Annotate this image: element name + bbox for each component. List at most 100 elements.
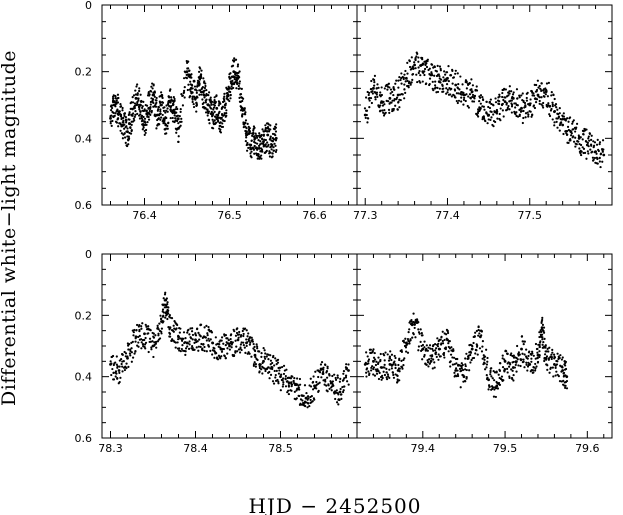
data-point [133, 119, 136, 122]
data-point [475, 329, 478, 333]
data-point [205, 339, 208, 342]
data-point [262, 133, 266, 136]
data-point [462, 103, 465, 106]
data-points [363, 312, 569, 399]
data-point [121, 106, 124, 110]
data-point [163, 117, 166, 121]
data-point [170, 98, 173, 101]
data-point [265, 355, 268, 358]
data-point [486, 356, 489, 360]
data-point [213, 99, 216, 102]
data-point [202, 101, 205, 104]
data-point [497, 381, 501, 385]
data-point [461, 83, 464, 86]
data-point [376, 83, 379, 86]
data-point [364, 96, 368, 99]
data-point [413, 326, 416, 330]
data-point [139, 110, 142, 113]
data-point [595, 152, 598, 155]
x-tick-label: 76.4 [132, 209, 157, 222]
data-point [485, 374, 488, 377]
data-point [187, 60, 190, 63]
data-point [442, 90, 445, 93]
data-point [501, 109, 504, 112]
data-point [191, 327, 194, 330]
data-point [144, 347, 147, 350]
data-point [308, 404, 311, 408]
data-point [404, 346, 408, 349]
data-point [171, 116, 174, 120]
data-point [477, 115, 480, 118]
data-point [554, 104, 557, 107]
data-point [209, 96, 212, 99]
data-point [172, 324, 175, 327]
data-point [123, 127, 126, 130]
data-point [548, 113, 551, 116]
data-point [451, 82, 454, 85]
data-point [416, 319, 419, 322]
data-point [449, 365, 452, 368]
data-point [124, 352, 128, 355]
data-point [420, 331, 423, 335]
data-point [274, 357, 277, 360]
data-point [461, 368, 465, 372]
data-point [435, 355, 438, 359]
data-point [256, 358, 259, 362]
data-point [388, 355, 392, 358]
data-point [393, 98, 396, 101]
data-point [597, 148, 600, 152]
data-point [387, 359, 391, 362]
data-point [131, 340, 134, 343]
data-point [538, 96, 541, 99]
data-point [465, 376, 468, 379]
data-point [452, 349, 455, 352]
data-point [127, 135, 130, 138]
data-point [270, 148, 273, 151]
data-point [423, 353, 426, 357]
data-point [159, 101, 162, 104]
data-point [177, 338, 180, 341]
data-point [262, 346, 265, 350]
data-point [287, 389, 290, 392]
data-point [253, 144, 256, 148]
data-point [507, 365, 511, 368]
data-point [572, 135, 575, 138]
data-point [481, 345, 484, 348]
data-point [134, 335, 138, 339]
data-point [413, 61, 416, 64]
data-point [144, 131, 147, 135]
data-point [258, 132, 261, 135]
data-point [503, 100, 507, 104]
data-point [564, 384, 567, 387]
data-point [269, 363, 272, 366]
data-point [152, 98, 155, 101]
data-point [121, 109, 124, 112]
data-point [276, 378, 279, 382]
data-point [447, 79, 450, 83]
data-point [415, 73, 418, 76]
data-point [572, 119, 575, 122]
data-point [545, 89, 548, 92]
data-point [157, 117, 160, 120]
data-point [506, 108, 509, 111]
data-point [406, 61, 409, 64]
data-point [527, 113, 530, 116]
data-point [495, 371, 498, 374]
data-point [252, 147, 255, 150]
data-point [109, 120, 112, 123]
data-point [212, 112, 215, 115]
data-point [428, 362, 431, 365]
data-point [450, 346, 453, 349]
data-point [511, 103, 514, 106]
data-point [187, 67, 190, 70]
data-point [132, 94, 136, 97]
data-point [235, 345, 238, 348]
data-point [252, 342, 255, 346]
data-point [342, 389, 345, 392]
data-point [411, 336, 414, 339]
data-point [263, 355, 266, 358]
data-point [558, 123, 561, 127]
data-point [447, 342, 450, 345]
data-point [472, 356, 476, 360]
data-point [266, 130, 269, 133]
